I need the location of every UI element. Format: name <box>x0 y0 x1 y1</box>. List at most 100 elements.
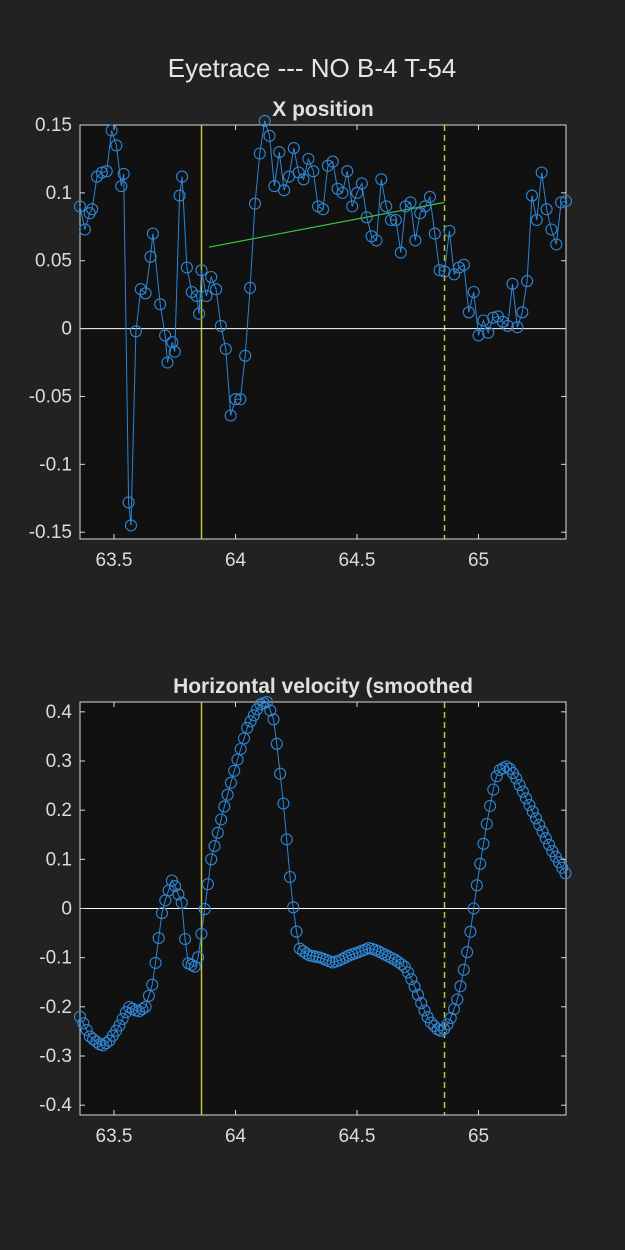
data-point <box>274 767 287 780</box>
data-point <box>346 200 359 213</box>
y-tick-label: -0.1 <box>39 454 72 475</box>
data-point <box>190 289 203 303</box>
data-point <box>180 261 193 274</box>
data-point <box>415 997 428 1010</box>
x-tick-label: 64.5 <box>339 550 376 571</box>
data-point <box>280 833 293 846</box>
data-point <box>395 958 408 971</box>
data-point <box>270 737 283 750</box>
y-tick-label: 0 <box>61 899 72 920</box>
data-point <box>287 901 300 914</box>
data-point <box>253 147 266 160</box>
data-point <box>198 903 211 916</box>
data-point <box>195 927 208 940</box>
data-point <box>533 818 546 831</box>
y-tick-label: -0.2 <box>39 997 72 1018</box>
data-point <box>273 146 286 159</box>
x-tick-label: 64.5 <box>339 1126 376 1147</box>
data-point <box>484 799 497 812</box>
data-point <box>264 704 277 717</box>
data-point <box>423 190 436 203</box>
data-point <box>523 798 536 812</box>
data-point <box>336 186 349 199</box>
data-point <box>470 879 483 892</box>
data-point <box>214 319 227 332</box>
data-point <box>278 184 291 197</box>
data-point <box>110 139 123 152</box>
data-point <box>461 946 474 959</box>
data-point <box>237 732 251 745</box>
data-point <box>501 319 514 332</box>
data-point <box>165 874 178 887</box>
data-point <box>341 165 354 178</box>
velocity-ticks: 63.5 64 64.5 65 0.4 0.3 0.2 0.1 0 -0.1 -0.2 -0.3 -0.… <box>39 702 566 1147</box>
data-point <box>506 277 519 290</box>
data-point <box>451 993 464 1006</box>
data-point <box>409 234 422 247</box>
data-point <box>441 1018 454 1031</box>
data-point <box>178 932 192 946</box>
data-point <box>375 173 388 186</box>
data-point <box>234 742 247 756</box>
y-tick-label: -0.3 <box>39 1046 72 1067</box>
data-point <box>142 989 155 1002</box>
x-tick-label: 63.5 <box>96 550 133 571</box>
data-point <box>487 783 500 796</box>
data-point <box>159 329 172 342</box>
data-point <box>555 196 568 209</box>
data-point <box>405 973 418 986</box>
data-point <box>155 907 169 920</box>
data-point <box>193 307 206 320</box>
x-tick-label: 64 <box>225 1126 247 1147</box>
data-point <box>401 966 415 979</box>
x-position-event-lines <box>200 125 446 539</box>
data-point <box>444 1011 457 1025</box>
y-tick-label: -0.4 <box>39 1095 72 1116</box>
data-point <box>510 772 523 785</box>
x-tick-label: 63.5 <box>96 1126 133 1147</box>
data-point <box>474 857 487 870</box>
y-tick-label: -0.05 <box>29 386 72 407</box>
y-tick-label: 0.05 <box>35 251 72 272</box>
data-point <box>215 813 228 826</box>
x-tick-label: 65 <box>468 1126 489 1147</box>
data-point <box>258 114 271 127</box>
data-point <box>139 287 152 300</box>
data-point <box>428 227 441 240</box>
data-point <box>247 709 260 722</box>
data-point <box>263 129 276 142</box>
data-point <box>192 951 205 964</box>
data-point <box>418 1004 431 1017</box>
data-point <box>316 203 330 216</box>
data-point <box>100 1037 113 1050</box>
data-point <box>464 925 477 938</box>
data-point <box>462 306 475 319</box>
data-point <box>152 931 165 945</box>
data-point <box>132 1005 146 1018</box>
data-point <box>530 213 543 227</box>
y-tick-label: 0.3 <box>46 751 72 772</box>
data-point <box>539 832 552 845</box>
data-point <box>105 124 118 137</box>
data-point <box>241 721 254 734</box>
data-point <box>419 200 432 213</box>
data-point <box>173 189 186 202</box>
data-point <box>457 258 470 271</box>
data-point <box>175 896 188 909</box>
data-point <box>326 155 339 168</box>
data-point <box>95 166 108 179</box>
data-point <box>559 867 572 880</box>
data-point <box>139 1000 152 1013</box>
data-point <box>260 695 274 709</box>
data-point <box>208 840 221 853</box>
data-point <box>467 902 480 915</box>
data-point <box>277 797 290 810</box>
data-point <box>394 246 407 259</box>
data-point <box>113 1019 126 1032</box>
y-tick-label: 0.1 <box>46 849 72 870</box>
data-point <box>205 853 218 866</box>
data-point <box>370 234 383 247</box>
data-point <box>90 1035 103 1048</box>
data-point <box>411 988 424 1001</box>
data-point <box>516 306 529 319</box>
